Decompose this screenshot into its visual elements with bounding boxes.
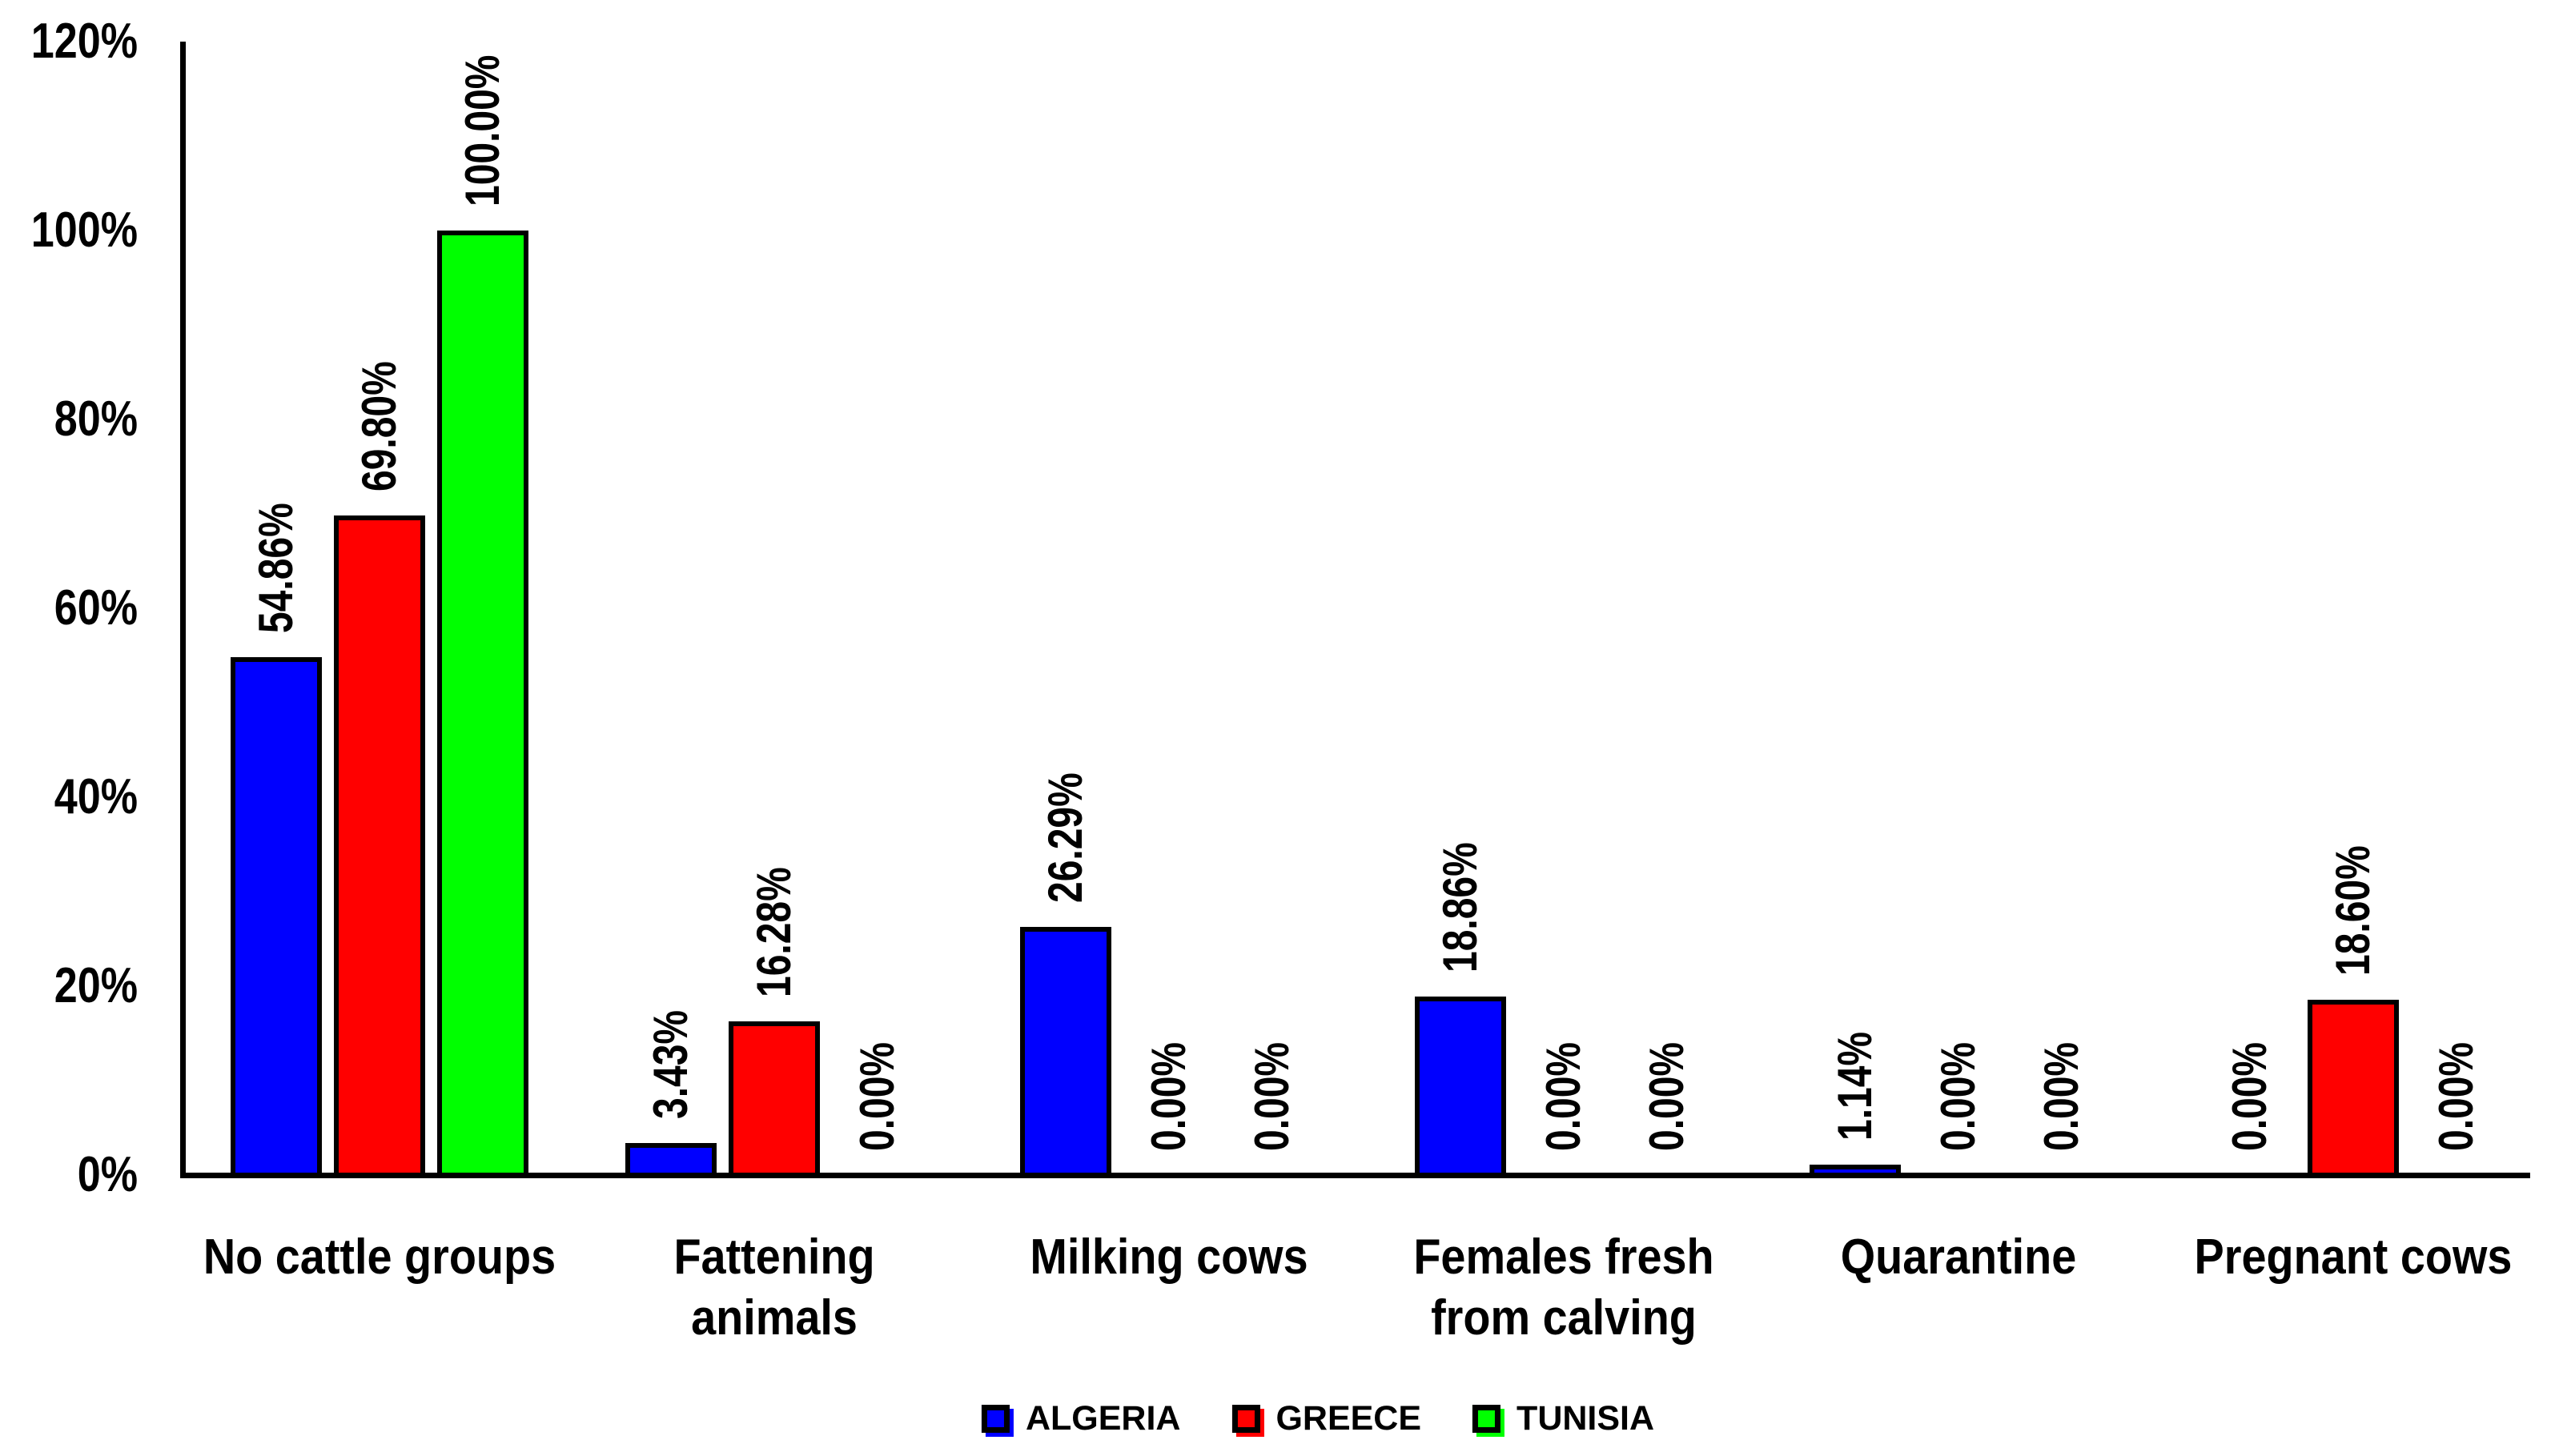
y-axis-tick-label: 80%	[54, 391, 138, 447]
bar-value-label: 26.29%	[1038, 772, 1092, 903]
y-axis-tick-label: 120%	[30, 14, 139, 69]
x-axis-line	[180, 1173, 2530, 1178]
y-axis-tick-label: 20%	[54, 958, 138, 1013]
bar-value-label: 18.60%	[2326, 845, 2380, 976]
bar-value-label: 100.00%	[456, 54, 509, 207]
bar-value-label: 0.00%	[1142, 1041, 1195, 1151]
legend-swatch-algeria	[981, 1404, 1010, 1433]
bar-algeria-1	[231, 657, 322, 1177]
bar-algeria-2	[625, 1143, 717, 1177]
bar-value-label: 0.00%	[1537, 1041, 1590, 1151]
y-axis-tick-label: 60%	[54, 580, 138, 636]
bar-value-label: 54.86%	[249, 503, 303, 633]
x-axis-category-label: No cattle groups	[203, 1229, 556, 1285]
legend-item-tunisia: TUNISIA	[1472, 1399, 1654, 1438]
y-axis-line	[180, 42, 186, 1178]
legend-label: ALGERIA	[1025, 1399, 1181, 1438]
bar-value-label: 1.14%	[1828, 1031, 1882, 1141]
legend-swatch-tunisia	[1472, 1404, 1501, 1433]
bar-greece-6	[2308, 1000, 2399, 1177]
bar-algeria-4	[1415, 997, 1506, 1177]
bar-value-label: 0.00%	[2429, 1041, 2483, 1151]
y-axis-tick-label: 0%	[77, 1147, 138, 1202]
bar-value-label: 16.28%	[747, 867, 801, 997]
x-axis-category-label: Pregnant cows	[2194, 1229, 2513, 1285]
bar-value-label: 18.86%	[1433, 842, 1487, 973]
bar-value-label: 0.00%	[1245, 1041, 1299, 1151]
bar-value-label: 0.00%	[2035, 1041, 2088, 1151]
y-axis-tick-label: 40%	[54, 769, 138, 824]
x-axis-category-label: Quarantine	[1840, 1229, 2077, 1285]
x-axis-category-label: Fattening animals	[673, 1229, 875, 1346]
legend-item-greece: GREECE	[1231, 1399, 1421, 1438]
bar-value-label: 0.00%	[2223, 1041, 2276, 1151]
legend-label: TUNISIA	[1517, 1399, 1655, 1438]
bar-tunisia-1	[437, 231, 528, 1177]
bar-algeria-3	[1020, 927, 1111, 1177]
bar-value-label: 0.00%	[1640, 1041, 1693, 1151]
legend-swatch-greece	[1231, 1404, 1260, 1433]
bar-greece-2	[729, 1021, 820, 1177]
bar-value-label: 0.00%	[1931, 1041, 1985, 1151]
bar-algeria-5	[1810, 1165, 1901, 1177]
bar-value-label: 3.43%	[644, 1009, 697, 1119]
x-axis-category-label: Milking cows	[1030, 1229, 1308, 1285]
legend-item-algeria: ALGERIA	[981, 1399, 1181, 1438]
y-axis-tick-label: 100%	[30, 203, 139, 258]
legend: ALGERIA GREECE TUNISIA	[981, 1399, 1654, 1438]
bar-greece-1	[334, 515, 425, 1177]
x-axis-category-label: Females fresh from calving	[1413, 1229, 1714, 1346]
bar-value-label: 69.80%	[352, 361, 406, 491]
bar-value-label: 0.00%	[850, 1041, 904, 1151]
legend-label: GREECE	[1275, 1399, 1422, 1438]
